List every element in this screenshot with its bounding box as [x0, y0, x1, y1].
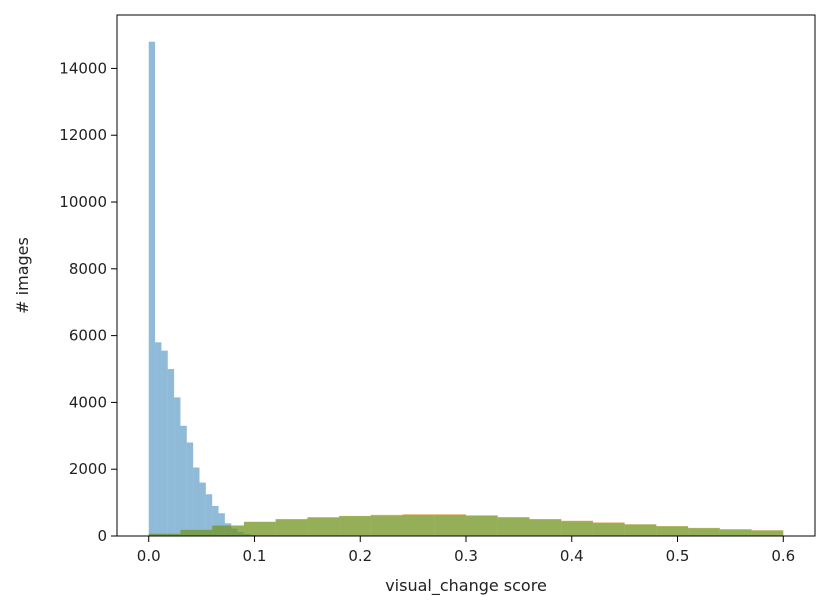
- series-0-bar: [212, 505, 219, 536]
- series-2-bar: [339, 516, 371, 536]
- x-tick-label: 0.4: [560, 547, 584, 565]
- series-0-bar: [199, 482, 206, 536]
- series-2-bar: [370, 515, 403, 536]
- series-2-bar: [402, 514, 435, 536]
- x-tick-label: 0.5: [666, 547, 690, 565]
- series-0-bar: [186, 442, 194, 536]
- series-0-bar: [148, 41, 156, 536]
- series-2-bar: [243, 521, 276, 536]
- y-tick-label: 8000: [69, 260, 107, 278]
- series-2-bar: [148, 533, 181, 536]
- y-axis-ticks: 0 2000 4000 6000 8000 10000 12000 14000: [59, 59, 117, 545]
- series-2-bar: [688, 528, 720, 536]
- y-tick-label: 0: [97, 527, 107, 545]
- series-2-bar: [751, 530, 784, 536]
- series-2-bar: [212, 525, 244, 536]
- x-tick-label: 0.6: [771, 547, 795, 565]
- y-tick-label: 6000: [69, 327, 107, 345]
- x-axis-label: visual_change score: [385, 576, 547, 596]
- series-0-bar: [205, 494, 213, 536]
- series-0-bar: [174, 397, 181, 536]
- series-0-bar: [180, 425, 187, 536]
- series-0-bar: [167, 369, 175, 536]
- x-tick-label: 0.3: [454, 547, 478, 565]
- series-0-bar: [161, 350, 168, 536]
- series-2-bar: [719, 529, 752, 536]
- x-tick-label: 0.0: [137, 547, 161, 565]
- series-2-bar: [561, 521, 593, 536]
- series-2-bar: [275, 519, 308, 536]
- x-tick-label: 0.2: [348, 547, 372, 565]
- series-2-bar: [592, 522, 625, 536]
- series-2-bar: [307, 517, 340, 536]
- y-tick-label: 10000: [59, 193, 107, 211]
- series-0-bar: [218, 513, 225, 536]
- series-2-bar: [624, 524, 657, 536]
- y-tick-label: 4000: [69, 393, 107, 411]
- histogram-bars: [148, 41, 784, 536]
- series-2-bar: [434, 514, 466, 536]
- series-2-bar: [656, 526, 689, 536]
- x-axis-ticks: 0.0 0.1 0.2 0.3 0.4 0.5 0.6: [137, 536, 795, 565]
- series-2-bar: [529, 519, 562, 536]
- series-2-bar: [180, 529, 213, 536]
- y-axis-label: # images: [13, 237, 32, 314]
- series-2-bar: [466, 515, 498, 536]
- x-tick-label: 0.1: [243, 547, 267, 565]
- series-0-bar: [155, 342, 162, 536]
- y-tick-label: 12000: [59, 126, 107, 144]
- y-tick-label: 14000: [59, 59, 107, 77]
- y-tick-label: 2000: [69, 460, 107, 478]
- series-0-bar: [193, 467, 200, 536]
- series-2-bar: [497, 517, 530, 536]
